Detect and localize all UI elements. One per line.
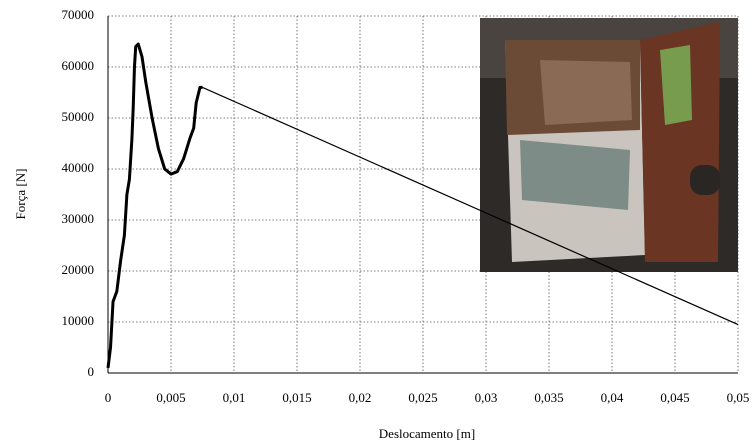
page: {"chart_data": {"type": "line", "x_label… <box>0 0 756 445</box>
x-tick-label: 0,03 <box>475 390 498 405</box>
x-tick-label: 0,045 <box>660 390 689 405</box>
specimen-photo <box>480 18 738 272</box>
x-tick-label: 0,04 <box>601 390 624 405</box>
y-tick-label: 0 <box>88 364 95 379</box>
x-tick-label: 0,035 <box>534 390 563 405</box>
x-tick-label: 0,05 <box>727 390 750 405</box>
chart: 0 0,005 0,01 0,015 0,02 0,025 0,03 0,035 0,04 0,0… <box>0 0 756 445</box>
y-axis-label: Força [N] <box>13 169 28 220</box>
y-tick-label: 60000 <box>62 58 95 73</box>
x-tick-label: 0,005 <box>156 390 185 405</box>
x-tick-label: 0,015 <box>282 390 311 405</box>
y-tick-label: 10000 <box>62 313 95 328</box>
data-line <box>108 44 203 368</box>
x-tick-label: 0 <box>105 390 112 405</box>
y-tick-label: 30000 <box>62 211 95 226</box>
x-tick-label: 0,02 <box>349 390 372 405</box>
y-tick-label: 40000 <box>62 160 95 175</box>
x-tick-label: 0,01 <box>223 390 246 405</box>
y-tick-label: 20000 <box>62 262 95 277</box>
x-axis-label: Deslocamento [m] <box>379 426 475 441</box>
x-tick-label: 0,025 <box>408 390 437 405</box>
y-tick-label: 70000 <box>62 7 95 22</box>
y-tick-label: 50000 <box>62 109 95 124</box>
